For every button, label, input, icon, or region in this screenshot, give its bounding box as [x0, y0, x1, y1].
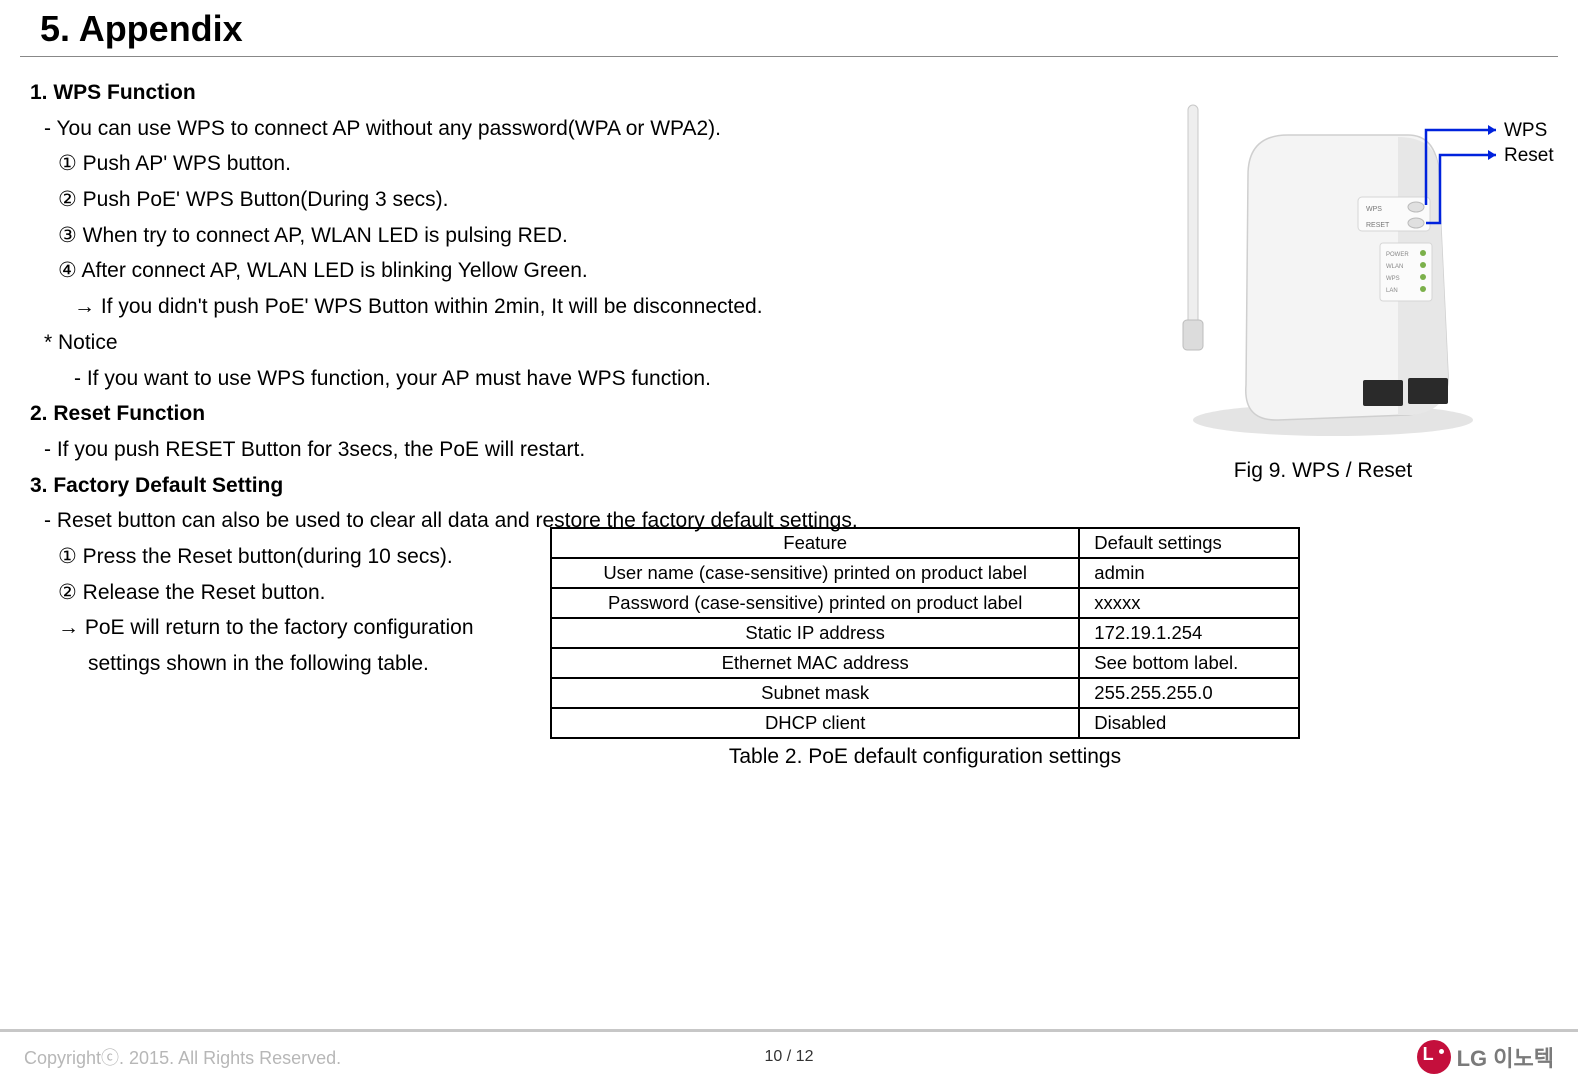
table-header-default: Default settings [1079, 528, 1299, 558]
figure-wps-reset: WPS RESET POWER WLAN WPS LAN [1108, 75, 1538, 483]
cell-feature: Static IP address [551, 618, 1079, 648]
svg-text:RESET: RESET [1366, 222, 1390, 229]
cell-value: Disabled [1079, 708, 1299, 738]
cell-value: admin [1079, 558, 1299, 588]
cell-value: xxxxx [1079, 588, 1299, 618]
table-row: Password (case-sensitive) printed on pro… [551, 588, 1299, 618]
table-row: Ethernet MAC address See bottom label. [551, 648, 1299, 678]
cell-value: 255.255.255.0 [1079, 678, 1299, 708]
cell-value: See bottom label. [1079, 648, 1299, 678]
table-header-feature: Feature [551, 528, 1079, 558]
footer: Copyrightⓒ. 2015. All Rights Reserved. 1… [0, 1029, 1578, 1081]
callout-wps: WPS [1504, 120, 1547, 142]
cell-feature: DHCP client [551, 708, 1079, 738]
svg-text:WLAN: WLAN [1386, 264, 1403, 270]
content-area: 1. WPS Function - You can use WPS to con… [0, 57, 1578, 682]
cell-feature: Password (case-sensitive) printed on pro… [551, 588, 1079, 618]
table-row: User name (case-sensitive) printed on pr… [551, 558, 1299, 588]
page-title: 5. Appendix [20, 0, 1558, 57]
brand-logo: LG 이노텍 [1417, 1040, 1554, 1074]
table-row: Subnet mask 255.255.255.0 [551, 678, 1299, 708]
brand-text: LG 이노텍 [1457, 1041, 1554, 1073]
callout-reset: Reset [1504, 145, 1554, 167]
svg-text:LAN: LAN [1386, 288, 1398, 294]
default-settings-table: Feature Default settings User name (case… [550, 527, 1300, 739]
page-number: 10 / 12 [765, 1048, 814, 1066]
svg-text:WPS: WPS [1366, 206, 1382, 213]
svg-text:WPS: WPS [1386, 276, 1400, 282]
table-caption: Table 2. PoE default configuration setti… [550, 745, 1300, 769]
cell-value: 172.19.1.254 [1079, 618, 1299, 648]
copyright-text: Copyrightⓒ. 2015. All Rights Reserved. [24, 1044, 341, 1070]
cell-feature: User name (case-sensitive) printed on pr… [551, 558, 1079, 588]
lg-logo-icon [1417, 1040, 1451, 1074]
cell-feature: Subnet mask [551, 678, 1079, 708]
table-row: Static IP address 172.19.1.254 [551, 618, 1299, 648]
figure-caption: Fig 9. WPS / Reset [1108, 459, 1538, 483]
default-settings-table-wrap: Feature Default settings User name (case… [550, 527, 1300, 769]
cell-feature: Ethernet MAC address [551, 648, 1079, 678]
device-illustration: WPS RESET POWER WLAN WPS LAN [1108, 75, 1538, 445]
svg-text:POWER: POWER [1386, 252, 1409, 258]
table-row: DHCP client Disabled [551, 708, 1299, 738]
